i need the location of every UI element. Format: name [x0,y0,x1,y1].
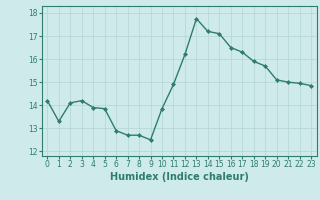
X-axis label: Humidex (Indice chaleur): Humidex (Indice chaleur) [110,172,249,182]
